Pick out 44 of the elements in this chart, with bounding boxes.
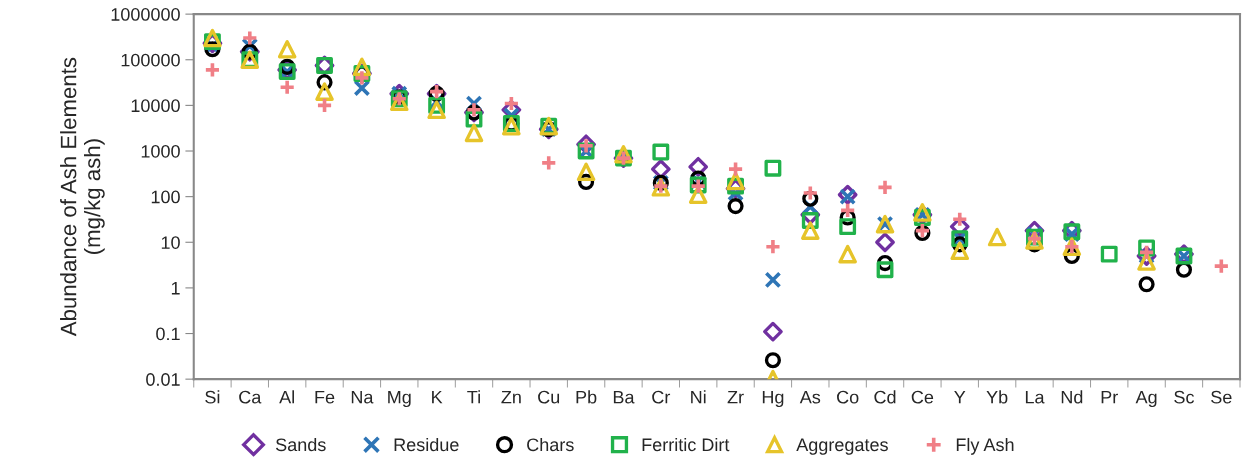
legend-label: Ferritic Dirt xyxy=(642,437,730,452)
y-tick-label: 10000 xyxy=(131,99,180,113)
x-tick-label: Si xyxy=(205,390,220,404)
x-tick-label: Sc xyxy=(1174,390,1195,404)
x-tick-label: Cr xyxy=(652,390,671,404)
x-tick-label: Al xyxy=(279,390,294,404)
x-tick-label: La xyxy=(1025,390,1045,404)
x-tick-label: K xyxy=(432,390,443,404)
y-tick-label: 1000 xyxy=(141,144,180,158)
legend-label: Fly Ash xyxy=(956,437,1014,455)
y-tick-label: 100 xyxy=(151,190,180,204)
x-tick-label: Ag xyxy=(1135,390,1157,408)
x-tick-label: Yb xyxy=(986,390,1008,404)
x-tick-label: Cd xyxy=(874,390,896,404)
y-tick-label: 0.01 xyxy=(146,373,180,386)
x-tick-label: Ca xyxy=(239,390,262,404)
x-tick-label: Zr xyxy=(727,390,744,404)
x-tick-label: Hg xyxy=(762,390,784,408)
x-tick-label: Se xyxy=(1211,390,1232,404)
x-tick-label: Fe xyxy=(315,390,335,404)
x-tick-label: Pb xyxy=(576,390,597,404)
x-tick-label: Ti xyxy=(467,390,480,404)
x-tick-label: Zn xyxy=(501,390,521,404)
y-tick-label: 100000 xyxy=(121,53,180,67)
y-axis-title: Abundance of Ash Elements (mg/kg ash) xyxy=(60,57,105,337)
x-tick-label: Nd xyxy=(1061,390,1083,404)
y-tick-label: 0.1 xyxy=(156,327,180,341)
x-tick-label: Ni xyxy=(691,390,706,404)
x-tick-label: Cu xyxy=(538,390,560,404)
y-tick-label: 1000000 xyxy=(111,8,180,21)
x-tick-label: Pr xyxy=(1101,390,1118,404)
x-tick-label: Ce xyxy=(911,390,934,404)
legend-label: Aggregates xyxy=(796,438,888,455)
x-tick-label: Ba xyxy=(613,390,635,404)
x-tick-label: As xyxy=(799,390,821,404)
y-tick-label: 10 xyxy=(161,236,180,249)
x-tick-label: Mg xyxy=(388,390,411,408)
y-tick-label: 1 xyxy=(171,282,180,295)
x-tick-label: Co xyxy=(837,390,859,404)
x-tick-label: Y xyxy=(954,390,966,404)
legend-label: Sands xyxy=(275,437,326,452)
x-tick-label: Na xyxy=(351,390,374,404)
legend-label: Residue xyxy=(394,437,459,452)
legend-label: Chars xyxy=(527,437,574,452)
